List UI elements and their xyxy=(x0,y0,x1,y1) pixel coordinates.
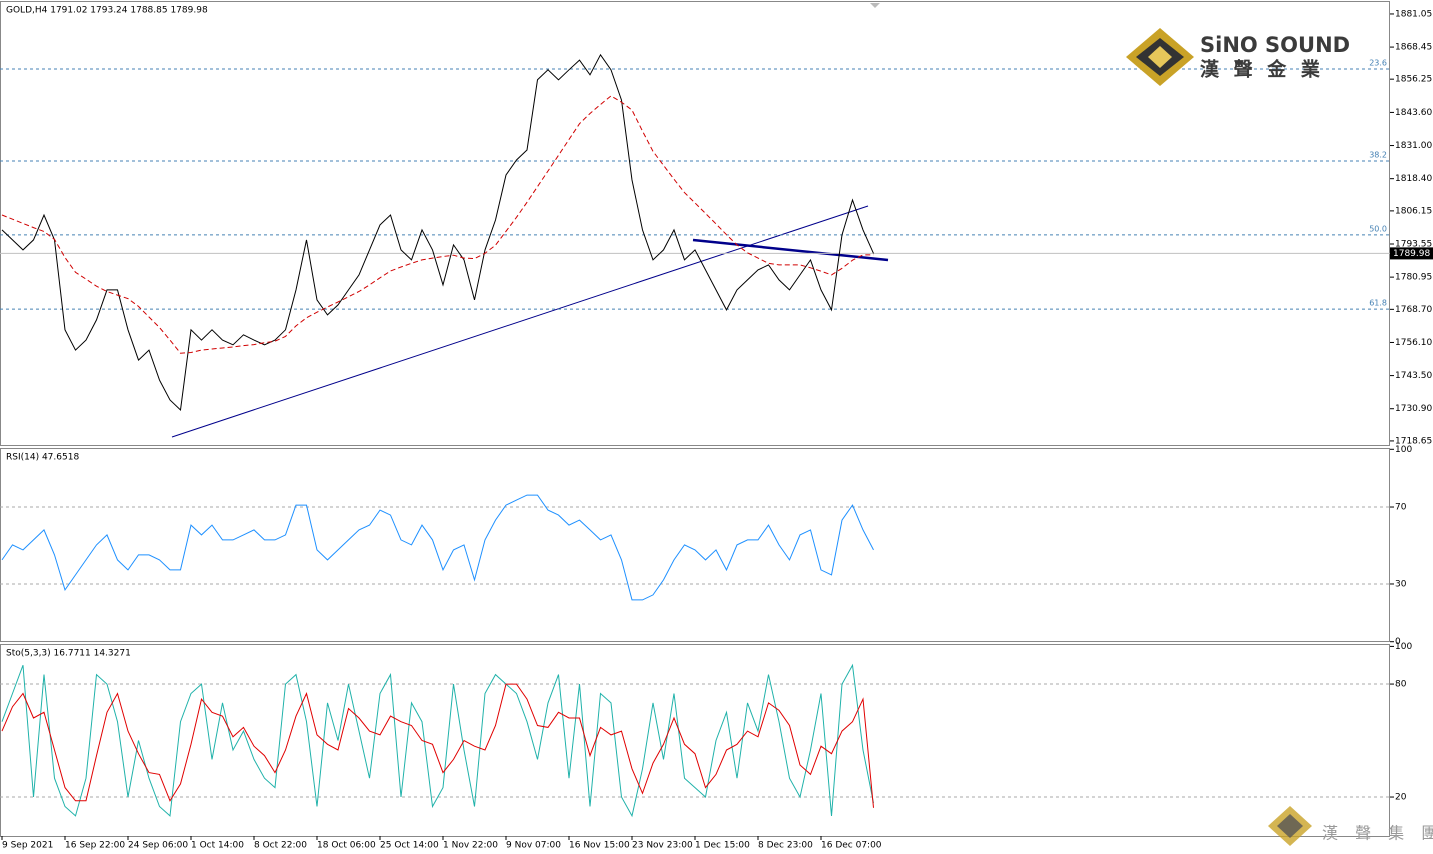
trend-line xyxy=(171,205,869,438)
x-tick-label: 18 Oct 06:00 xyxy=(317,841,376,851)
x-tick-label: 16 Dec 07:00 xyxy=(821,841,882,851)
y-tick-label: 1768.70 xyxy=(1395,305,1432,315)
logo-diamond-core xyxy=(1148,46,1172,68)
y-tick-label: 1793.55 xyxy=(1395,240,1432,250)
logo: SiNO SOUND 漢 聲 金 業 xyxy=(1126,28,1350,86)
current-price-label: 1789.98 xyxy=(1393,249,1430,259)
y-tick-label: 1831.00 xyxy=(1395,141,1432,151)
y-tick-label: 80 xyxy=(1395,680,1407,690)
neckline xyxy=(692,238,889,262)
x-tick-label: 9 Sep 2021 xyxy=(2,841,53,851)
watermark-text: 漢 聲 集 團 xyxy=(1322,824,1433,843)
x-tick-label: 1 Nov 22:00 xyxy=(443,841,498,851)
fib-label: 23.6 xyxy=(1369,59,1387,68)
y-tick-label: 1780.95 xyxy=(1395,273,1432,283)
x-tick-label: 23 Nov 23:00 xyxy=(632,841,693,851)
y-tick-label: 1843.60 xyxy=(1395,108,1432,118)
y-tick-label: 30 xyxy=(1395,579,1407,589)
x-tick-label: 24 Sep 06:00 xyxy=(128,841,188,851)
series-line xyxy=(1,53,874,412)
x-tick-label: 16 Sep 22:00 xyxy=(65,841,125,851)
series-line xyxy=(1,95,874,354)
x-tick-label: 9 Nov 07:00 xyxy=(506,841,561,851)
y-tick-label: 1868.45 xyxy=(1395,43,1432,53)
y-tick-label: 1856.25 xyxy=(1395,75,1432,85)
x-tick-label: 16 Nov 15:00 xyxy=(569,841,630,851)
y-tick-label: 1730.90 xyxy=(1395,404,1432,414)
series-line xyxy=(1,683,874,808)
y-tick-label: 100 xyxy=(1395,445,1412,455)
x-tick-label: 1 Oct 14:00 xyxy=(191,841,244,851)
y-tick-label: 20 xyxy=(1395,793,1407,803)
x-tick-label: 1 Dec 15:00 xyxy=(695,841,750,851)
watermark-diamond-inner xyxy=(1277,814,1303,838)
y-tick-label: 1718.65 xyxy=(1395,436,1432,446)
y-tick-label: 0 xyxy=(1395,637,1401,647)
rsi-panel xyxy=(0,448,1390,642)
x-tick-label: 8 Dec 23:00 xyxy=(758,841,813,851)
fib-label: 61.8 xyxy=(1369,299,1387,308)
y-tick-label: 1881.05 xyxy=(1395,9,1432,19)
series-line xyxy=(1,494,874,601)
x-tick-label: 25 Oct 14:00 xyxy=(380,841,439,851)
fib-label: 50.0 xyxy=(1369,224,1387,233)
chart-title: GOLD,H4 1791.02 1793.24 1788.85 1789.98 xyxy=(6,6,208,16)
logo-chinese: 漢 聲 金 業 xyxy=(1200,58,1324,81)
rsi-title: RSI(14) 47.6518 xyxy=(6,453,79,463)
x-tick-label: 8 Oct 22:00 xyxy=(254,841,307,851)
y-tick-label: 1818.40 xyxy=(1395,174,1432,184)
y-tick-label: 70 xyxy=(1395,503,1407,513)
fib-label: 38.2 xyxy=(1369,151,1387,160)
shift-marker xyxy=(870,3,880,8)
logo-brand: SiNO SOUND xyxy=(1200,33,1350,57)
main-panel xyxy=(0,1,1390,446)
y-tick-label: 1756.10 xyxy=(1395,338,1432,348)
y-tick-label: 1806.15 xyxy=(1395,206,1432,216)
series-line xyxy=(1,663,874,818)
y-tick-label: 1743.50 xyxy=(1395,371,1432,381)
y-tick-label: 100 xyxy=(1395,642,1412,652)
watermark: 漢 聲 集 團 xyxy=(1268,806,1433,846)
stoch-title: Sto(5,3,3) 16.7711 14.3271 xyxy=(6,649,131,659)
current-price-box xyxy=(1390,247,1433,260)
